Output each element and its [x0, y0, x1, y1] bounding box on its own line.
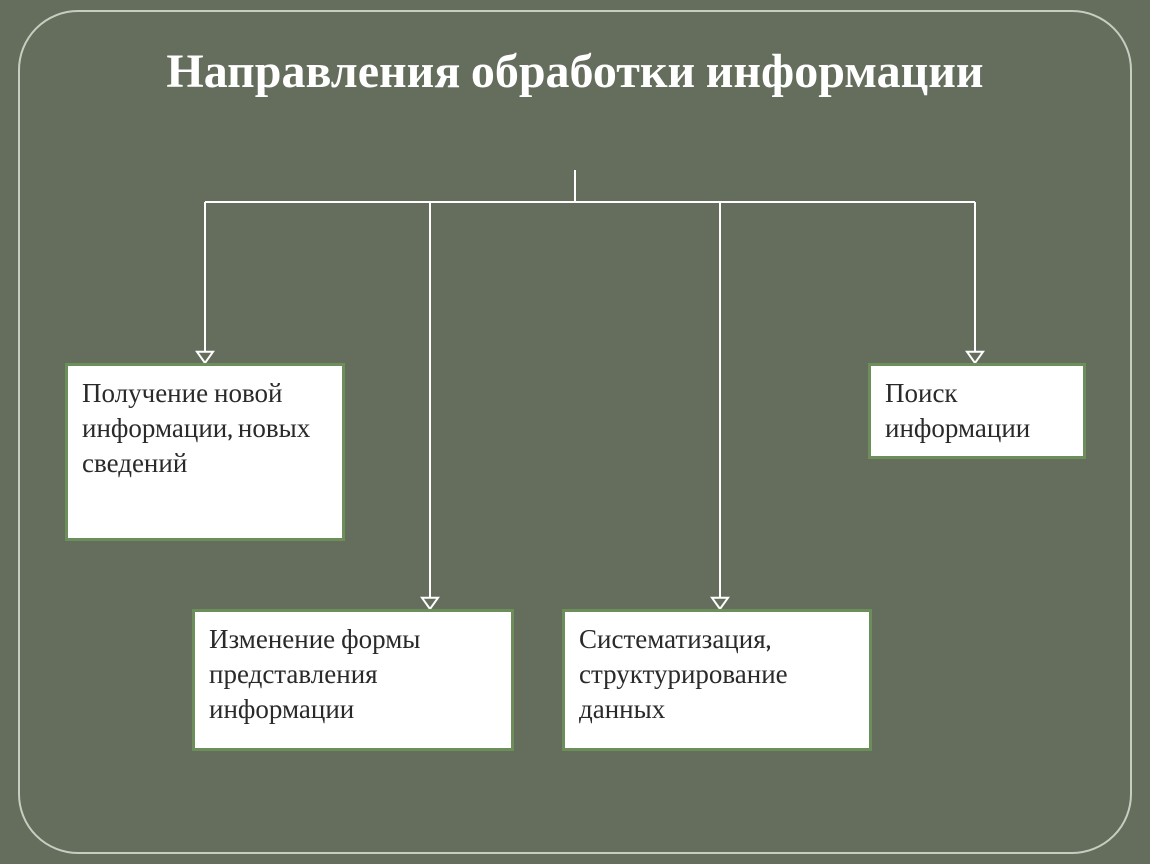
- diagram-box-4: Поиск информации: [868, 363, 1086, 459]
- diagram-box-3: Систематизация, структурирование данных: [562, 609, 872, 751]
- diagram-box-1: Получение новой информации, новых сведен…: [65, 363, 345, 541]
- diagram-box-2: Изменение формы представления информации: [192, 609, 514, 751]
- slide-title: Направления обработки информации: [0, 44, 1150, 99]
